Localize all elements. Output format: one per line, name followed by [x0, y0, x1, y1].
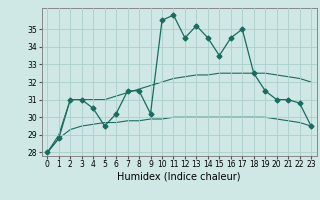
X-axis label: Humidex (Indice chaleur): Humidex (Indice chaleur)	[117, 172, 241, 182]
